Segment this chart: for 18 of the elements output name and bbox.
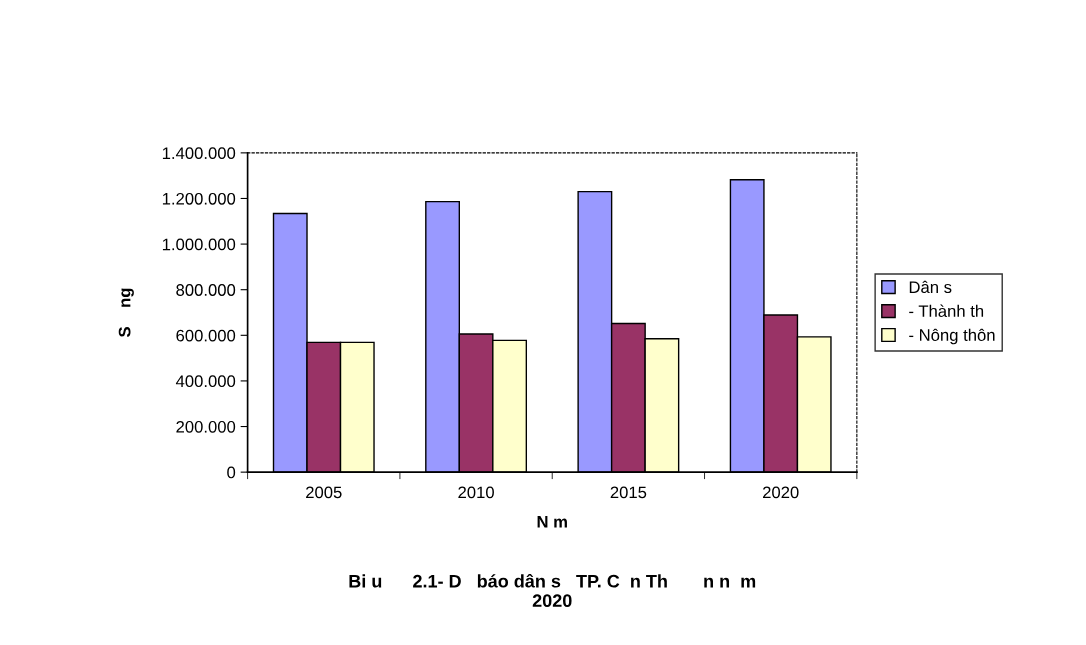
y-tick-label: 1.400.000 [162,147,236,160]
legend-label: Dân s [909,280,952,294]
y-tick-label: 800.000 [176,284,236,296]
y-tick-label: 1.000.000 [162,238,236,251]
y-tick-label: 0 [227,466,236,479]
text: Bi u 2.1- D báo dân s TP. C n Th n n m 2020 [349,573,756,608]
legend-label: - Nông thôn [909,328,995,345]
y-tick-label: 600.000 [176,329,236,342]
y-tick-label: 200.000 [176,420,236,433]
x-tick-label: 2020 [763,486,799,499]
y-tick-label: 400.000 [175,375,236,388]
legend-label: - Thành th [909,304,984,318]
x-tick-label: 2015 [610,486,647,499]
y-axis-title: S ng [118,288,134,338]
x-tick-label: 2010 [458,486,494,499]
y-tick-label: 1.200.000 [162,192,236,205]
x-tick-label: 2005 [306,486,342,499]
x-axis-title: N m [537,516,567,528]
